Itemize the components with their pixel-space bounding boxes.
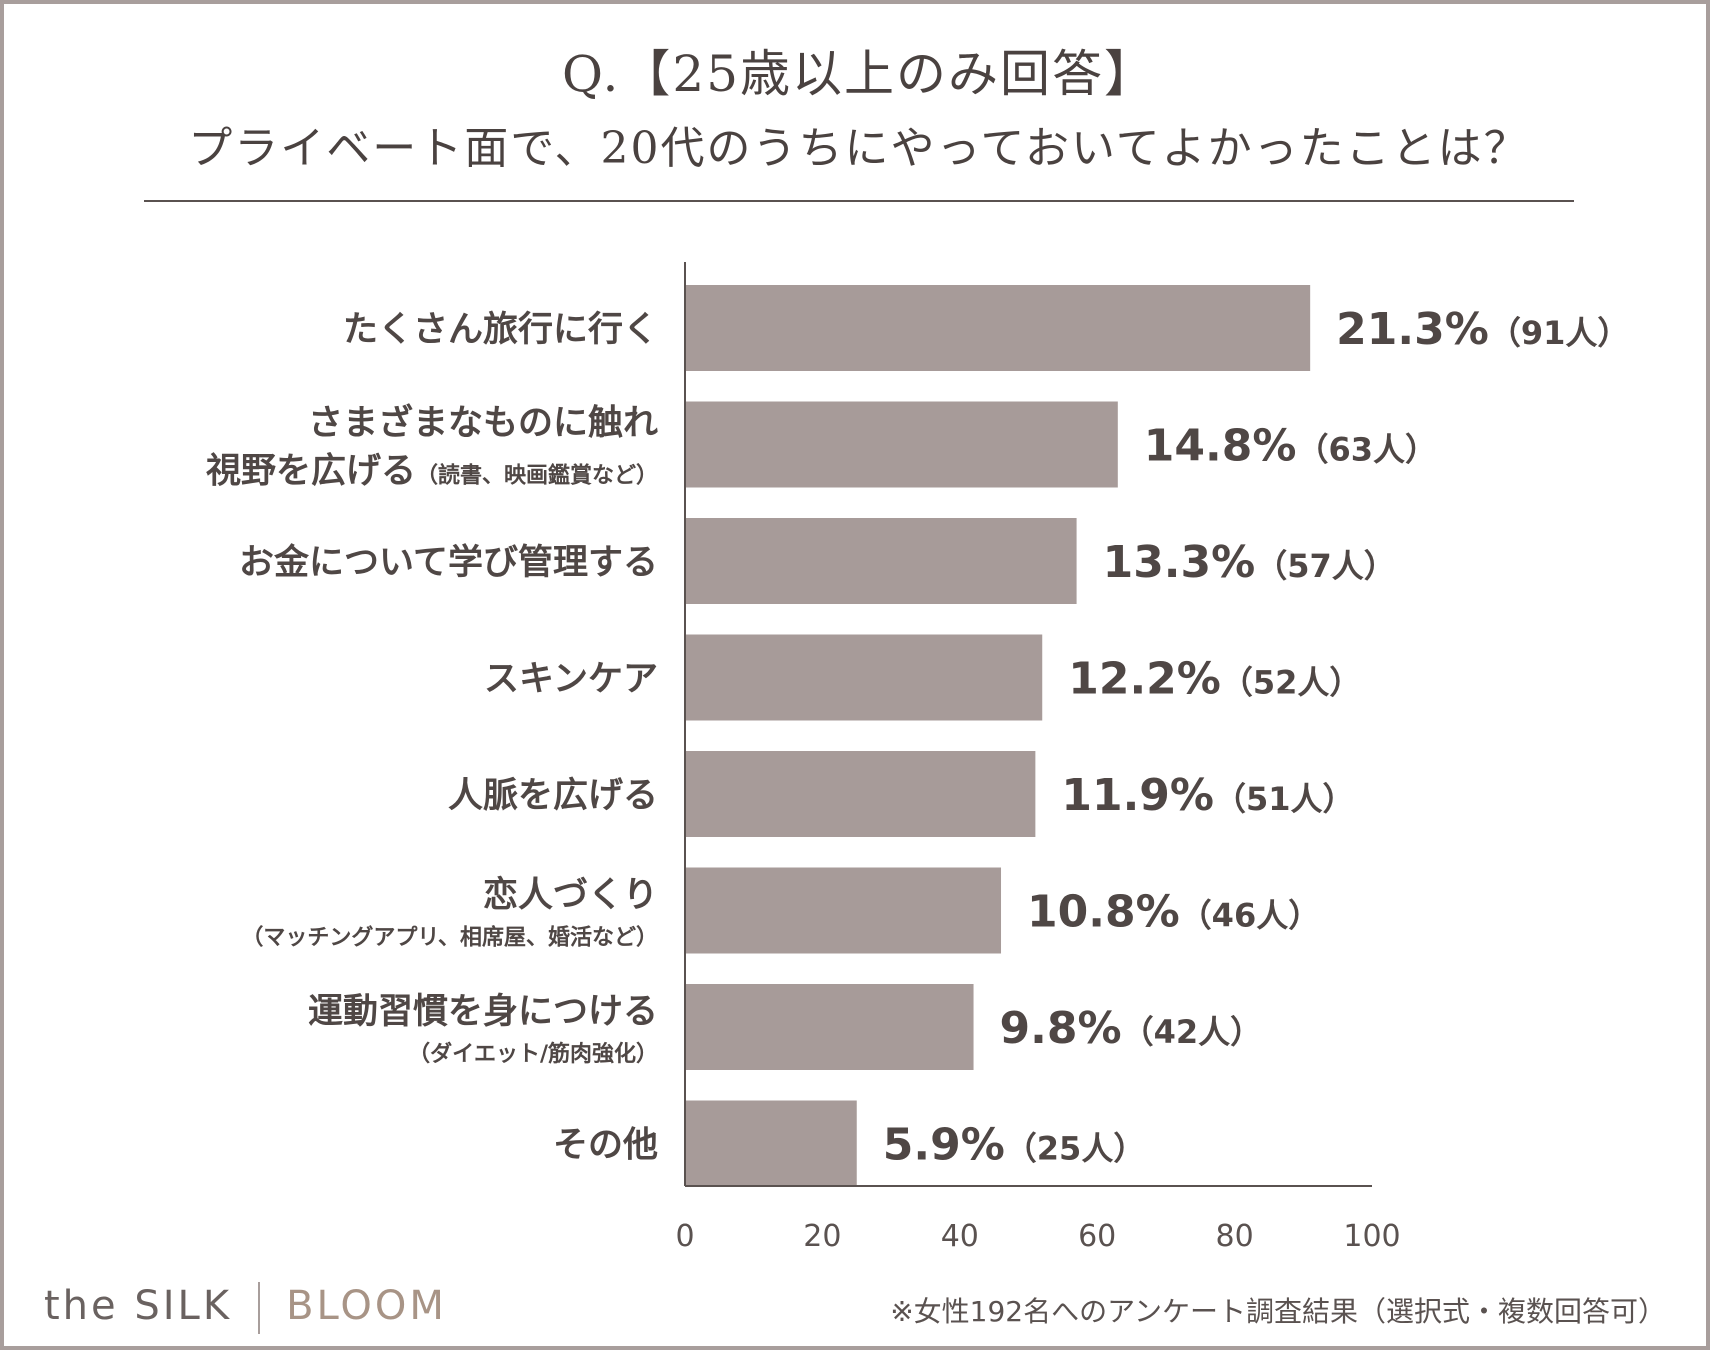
bar-6 [685, 867, 1002, 954]
bar-4 [685, 634, 1043, 721]
survey-footnote: ※女性192名へのアンケート調査結果（選択式・複数回答可） [890, 1295, 1666, 1328]
bar-8 [685, 1100, 857, 1187]
bar-chart: 21.3%（91人） たくさん旅行に行く 14.8%（63人） さまざまなものに触れ視… [206, 262, 1629, 1254]
category-label-2: さまざまなものに触れ [308, 403, 658, 444]
x-tick-label-20: 20 [803, 1219, 841, 1254]
value-label-2: 14.8%（63人） [1144, 421, 1437, 472]
bar-5 [685, 751, 1036, 837]
logo-divider [258, 1282, 261, 1334]
category-label-8: その他 [553, 1126, 658, 1166]
category-label-1: たくさん旅行に行く [343, 310, 658, 350]
value-label-5: 11.9%（51人） [1061, 770, 1354, 821]
bar-7 [685, 984, 974, 1070]
value-label-4: 12.2%（52人） [1068, 654, 1361, 705]
x-tick-label-80: 80 [1216, 1219, 1254, 1254]
category-label-3: お金について学び管理する [239, 542, 658, 583]
category-label-5: 人脈を広げる [448, 776, 658, 816]
chart-subtitle: プライベート面で、20代のうちにやっておいてよかったことは？ [188, 123, 1530, 174]
x-tick-label-40: 40 [941, 1219, 979, 1254]
value-label-3: 13.3%（57人） [1103, 537, 1396, 588]
category-label-7: 運動習慣を身につける [308, 992, 658, 1032]
value-label-1: 21.3%（91人） [1336, 304, 1629, 355]
bar-2 [685, 401, 1118, 488]
value-label-8: 5.9%（25人） [883, 1120, 1146, 1171]
category-note-7: （ダイエット/筋肉強化） [408, 1041, 658, 1067]
category-label-4: スキンケア [484, 660, 658, 700]
logo-text-secondary: BLOOM [286, 1283, 447, 1329]
bar-1 [685, 285, 1311, 371]
category-label-6: 恋人づくり [483, 875, 658, 916]
value-label-6: 10.8%（46人） [1027, 887, 1320, 938]
x-tick-label-60: 60 [1078, 1219, 1116, 1254]
x-tick-label-0: 0 [675, 1219, 694, 1254]
category-note-6: （マッチングアプリ、相席屋、婚活など） [241, 925, 658, 951]
logo-text-primary: the SILK [44, 1283, 233, 1329]
bar-3 [685, 518, 1077, 604]
value-label-7: 9.8%（42人） [1000, 1003, 1263, 1054]
category-label-2-line2: 視野を広げる（読書、映画鑑賞など） [206, 452, 658, 492]
brand-logo: the SILK BLOOM [44, 1281, 447, 1334]
title-divider [144, 200, 1574, 202]
chart-title: Q.【25歳以上のみ回答】 [561, 45, 1157, 103]
x-tick-label-100: 100 [1343, 1219, 1400, 1254]
